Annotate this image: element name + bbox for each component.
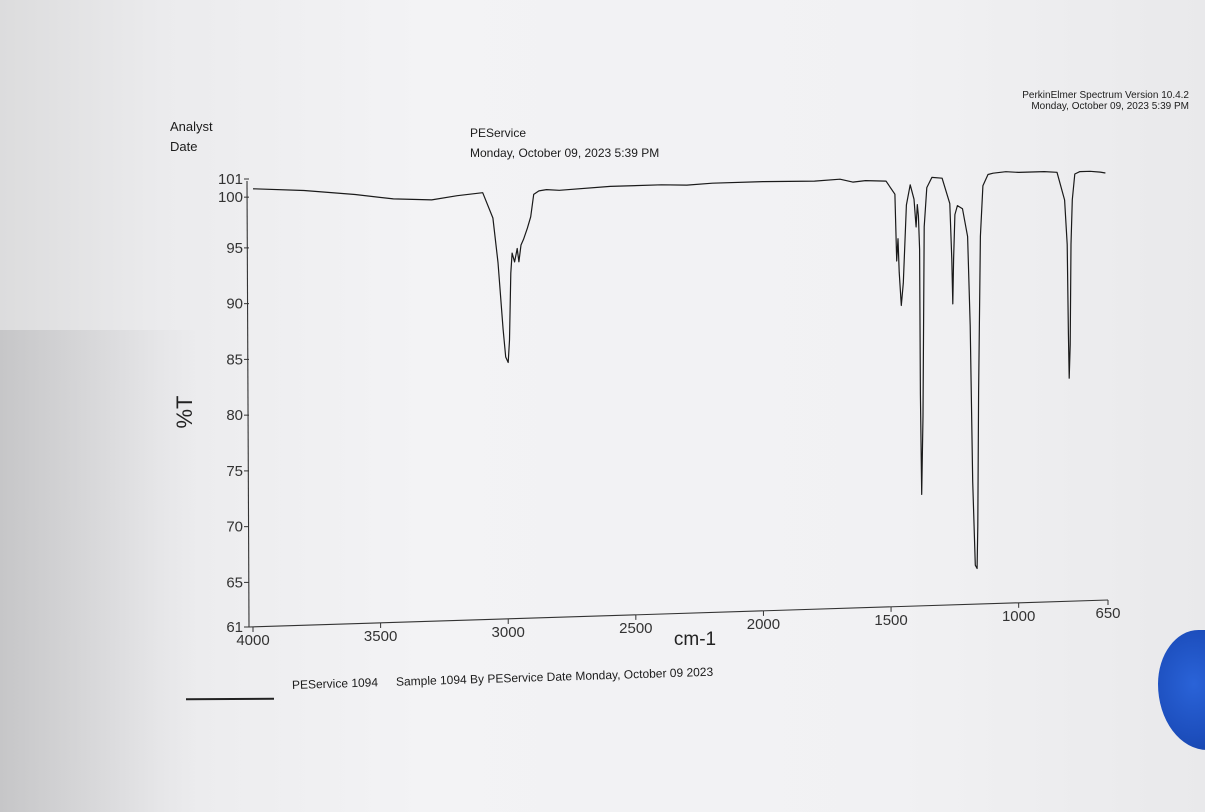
y-axis-label: %T (172, 396, 197, 429)
legend-series-name: PEService 1094 (291, 675, 379, 692)
spectrum-line (252, 170, 1106, 570)
y-tick-label: 65 (226, 574, 243, 591)
x-tick-label: 650 (1095, 605, 1120, 622)
y-tick-label: 101 (218, 171, 243, 188)
chart-series (252, 170, 1106, 570)
paper-shadow (0, 330, 200, 812)
y-tick-label: 75 (226, 463, 243, 480)
y-tick-label: 85 (226, 351, 243, 368)
y-axis-line (246, 180, 250, 628)
header-labels: Analyst Date (170, 117, 213, 157)
x-tick-label: 4000 (236, 632, 269, 649)
chart-axes (246, 180, 1109, 628)
x-tick-label: 2000 (747, 616, 780, 633)
date-value: Monday, October 09, 2023 5:39 PM (470, 146, 660, 160)
x-axis-ticks: 4000 3500 3000 2500 2000 1500 1000 650 (236, 600, 1121, 649)
x-tick-label: 2500 (619, 620, 652, 637)
y-tick-label: 70 (226, 519, 243, 536)
date-label: Date (170, 139, 198, 154)
x-tick-label: 3500 (364, 628, 397, 645)
software-info: PerkinElmer Spectrum Version 10.4.2 Mond… (1022, 90, 1189, 112)
header-values: PEService Monday, October 09, 2023 5:39 … (470, 123, 659, 163)
x-axis-label: cm-1 (674, 629, 716, 650)
software-version: PerkinElmer Spectrum Version 10.4.2 (1022, 90, 1189, 101)
software-date: Monday, October 09, 2023 5:39 PM (1031, 101, 1189, 112)
y-tick-label: 95 (226, 240, 243, 257)
x-tick-label: 1500 (874, 612, 907, 629)
x-tick-label: 1000 (1002, 608, 1035, 625)
analyst-label: Analyst (170, 119, 213, 134)
y-tick-label: 90 (226, 296, 243, 313)
x-tick-label: 3000 (492, 624, 525, 641)
y-tick-label: 100 (218, 189, 243, 206)
y-tick-label: 80 (226, 407, 243, 424)
analyst-value: PEService (470, 126, 527, 140)
x-axis-line (248, 599, 1109, 628)
y-tick-label: 61 (226, 619, 243, 636)
